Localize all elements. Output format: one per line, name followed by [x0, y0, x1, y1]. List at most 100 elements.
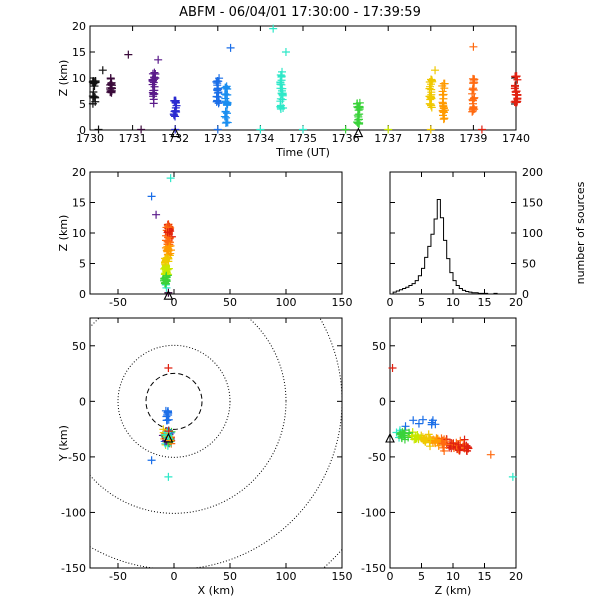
- time-source-marker: [171, 103, 180, 112]
- time-source-marker: [89, 88, 98, 97]
- y-z-source-marker: [433, 437, 442, 446]
- time-source-marker: [222, 113, 231, 122]
- plot-frame: [89, 171, 343, 295]
- plot-frame: [89, 317, 343, 569]
- time-source-marker: [426, 75, 435, 84]
- x-tick-label: 1737: [374, 132, 402, 145]
- y-axis-label: number of sources: [574, 181, 587, 284]
- time-source-marker: [469, 94, 478, 103]
- x-tick-label: 0: [171, 570, 178, 583]
- x-z-source-marker: [166, 174, 175, 183]
- time-source-marker: [269, 24, 278, 33]
- time-source-marker: [154, 55, 163, 64]
- time-source-marker: [91, 78, 100, 87]
- time-source-marker: [150, 68, 159, 77]
- time-source-marker: [90, 92, 99, 101]
- x-tick-label: 100: [276, 296, 297, 309]
- x-tick-label: 100: [276, 570, 297, 583]
- y-axis-label: Y (km): [57, 425, 70, 462]
- x-tick-label: 50: [223, 570, 237, 583]
- time-source-marker: [469, 42, 478, 51]
- time-source-marker: [212, 92, 221, 101]
- time-source-marker: [276, 103, 285, 112]
- x-tick-label: 1738: [417, 132, 445, 145]
- y-tick-label: 50: [72, 340, 86, 353]
- y-z-source-marker: [419, 435, 428, 444]
- y-tick-label: 15: [72, 197, 86, 210]
- time-source-marker: [222, 82, 231, 91]
- time-source-marker: [427, 76, 436, 85]
- y-z-source-marker: [486, 450, 495, 459]
- time-source-marker: [148, 88, 157, 97]
- y-axis-label: Z (km): [57, 60, 70, 97]
- time-source-marker: [107, 87, 116, 96]
- x-z-source-marker: [162, 277, 171, 286]
- time-source-marker: [151, 74, 160, 83]
- x-tick-label: 20: [509, 570, 523, 583]
- x-tick-label: 15: [478, 570, 492, 583]
- y-z-source-marker: [508, 472, 517, 481]
- x-z-source-marker: [160, 264, 169, 273]
- y-z-source-marker: [427, 418, 436, 427]
- time-source-marker: [440, 84, 449, 93]
- time-source-marker: [106, 80, 115, 89]
- y-tick-label: 5: [79, 258, 86, 271]
- x-z-source-marker: [164, 254, 173, 263]
- station-triangle: [163, 432, 174, 443]
- y-tick-label: -150: [61, 562, 86, 575]
- time-source-marker: [213, 79, 222, 88]
- y-z-source-marker: [399, 429, 408, 438]
- time-source-marker: [277, 86, 286, 95]
- figure-title: ABFM - 06/04/01 17:30:00 - 17:39:59: [179, 5, 421, 20]
- x-tick-label: -50: [109, 296, 127, 309]
- x-z-source-marker: [152, 210, 161, 219]
- y-tick-label: 200: [522, 166, 543, 179]
- y-z-source-marker: [454, 440, 463, 449]
- x-z-source-marker: [163, 228, 172, 237]
- y-z-source-marker: [440, 440, 449, 449]
- time-source-marker: [214, 99, 223, 108]
- time-source-marker: [427, 94, 436, 103]
- time-source-marker: [256, 125, 265, 134]
- y-tick-label: 15: [72, 46, 86, 59]
- plan-source-marker: [163, 408, 172, 417]
- time-source-marker: [511, 97, 520, 106]
- x-tick-label: 10: [446, 570, 460, 583]
- y-tick-label: -150: [361, 562, 386, 575]
- y-tick-label: 10: [72, 72, 86, 85]
- x-tick-label: 50: [223, 296, 237, 309]
- y-tick-label: 100: [522, 227, 543, 240]
- x-tick-label: 10: [446, 296, 460, 309]
- x-tick-label: 1736: [332, 132, 360, 145]
- time-source-marker: [222, 98, 231, 107]
- plan-source-marker: [164, 472, 173, 481]
- time-source-marker: [431, 66, 440, 75]
- y-tick-label: -50: [368, 451, 386, 464]
- y-z-source-marker: [449, 439, 458, 448]
- y-z-source-marker: [409, 416, 418, 425]
- time-source-marker: [426, 93, 435, 102]
- x-tick-label: 150: [332, 296, 353, 309]
- time-source-marker: [170, 107, 179, 116]
- x-z-source-marker: [162, 253, 171, 262]
- x-tick-label: 150: [332, 570, 353, 583]
- time-source-marker: [469, 75, 478, 84]
- y-z-source-marker: [437, 434, 446, 443]
- y-z-source-marker: [401, 422, 410, 431]
- x-tick-label: 1733: [204, 132, 232, 145]
- time-source-marker: [107, 79, 116, 88]
- time-source-marker: [511, 87, 520, 96]
- time-source-marker: [221, 89, 230, 98]
- y-tick-label: -100: [61, 506, 86, 519]
- range-ring: [145, 372, 203, 430]
- plan-source-marker: [162, 412, 171, 421]
- time-source-marker: [106, 88, 115, 97]
- x-tick-label: -50: [109, 570, 127, 583]
- y-tick-label: 20: [72, 20, 86, 33]
- time-source-marker: [355, 119, 364, 128]
- y-z-source-marker: [398, 428, 407, 437]
- time-source-marker: [214, 77, 223, 86]
- x-tick-label: 1739: [459, 132, 487, 145]
